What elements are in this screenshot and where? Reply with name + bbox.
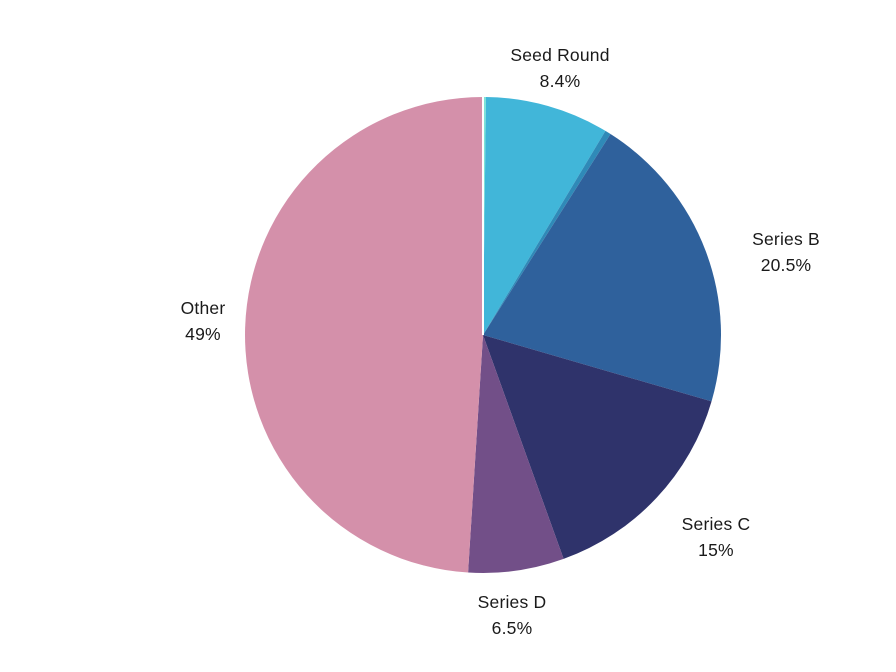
label-series-b: Series B 20.5% (752, 226, 820, 278)
label-seed-round: Seed Round 8.4% (510, 42, 609, 94)
label-series-b-value: 20.5% (760, 255, 812, 275)
pie-slice-series-b (483, 134, 722, 402)
label-series-b-name: Series B (752, 229, 820, 249)
pie-slice-unlabeled-2 (483, 130, 611, 335)
label-series-c-value: 15% (698, 540, 734, 560)
label-other-value: 49% (185, 324, 221, 344)
pie-slice-seed-round (483, 97, 606, 336)
label-series-d-value: 6.5% (491, 618, 533, 638)
label-other-name: Other (180, 298, 226, 318)
label-series-d: Series D 6.5% (478, 589, 547, 641)
label-series-c: Series C 15% (682, 511, 751, 563)
label-series-c-name: Series C (681, 514, 751, 534)
label-seed-round-name: Seed Round (510, 45, 610, 65)
pie-slice-series-d (468, 335, 564, 573)
label-other: Other 49% (181, 295, 226, 347)
label-seed-round-value: 8.4% (539, 71, 581, 91)
pie-slice-other (245, 97, 483, 573)
pie-slice-series-c (483, 335, 712, 559)
label-series-d-name: Series D (477, 592, 547, 612)
